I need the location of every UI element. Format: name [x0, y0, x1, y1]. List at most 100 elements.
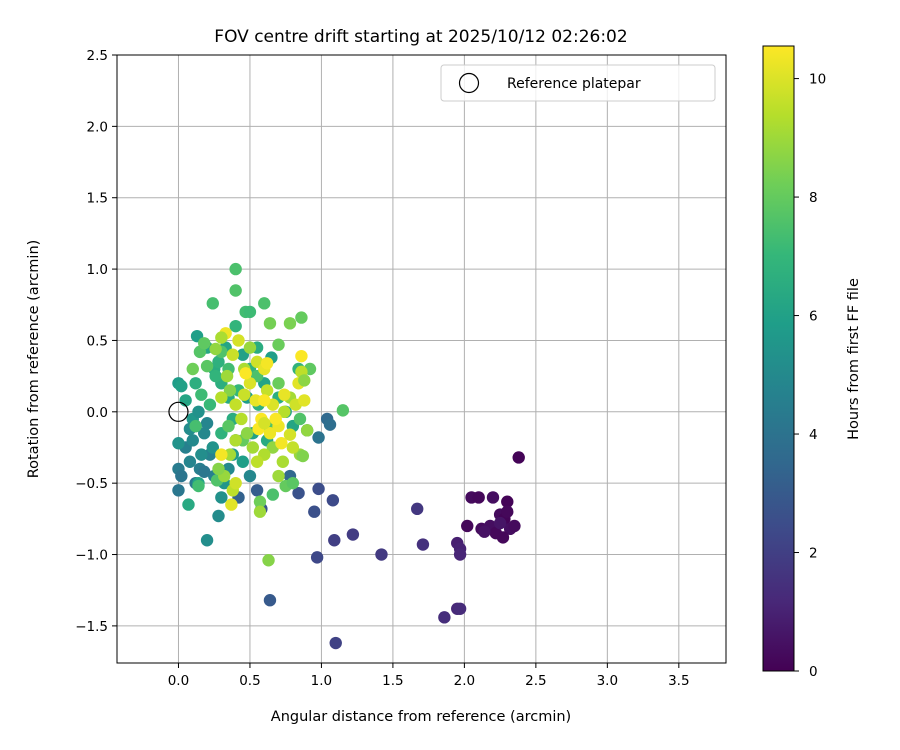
data-point [260, 384, 274, 397]
data-point [195, 388, 208, 401]
colorbar-gradient [763, 46, 794, 671]
data-point [195, 448, 208, 461]
data-point [250, 455, 264, 468]
data-point [276, 455, 290, 468]
data-point [375, 548, 388, 561]
y-axis-ticks: −1.5 −1.0 −0.5 0.0 0.5 1.0 1.5 2.0 2.5 [75, 48, 117, 635]
data-point [310, 551, 324, 564]
data-point [236, 455, 250, 468]
data-point [263, 594, 277, 607]
data-point [295, 349, 308, 363]
data-point [212, 509, 225, 523]
y-tick-label: 0.5 [87, 333, 108, 349]
x-tick-label: 3.0 [597, 673, 618, 689]
data-point [253, 495, 267, 508]
data-point [438, 611, 451, 624]
data-point [258, 297, 271, 310]
data-point [192, 479, 205, 493]
colorbar-tick-label: 6 [809, 309, 818, 325]
plot-area: 0.0 0.5 1.0 1.5 2.0 2.5 3.0 3.5 −1.5 −1.0 −0.5 0.0… [75, 48, 727, 689]
legend-label: Reference platepar [507, 76, 641, 92]
data-point [229, 262, 242, 276]
data-point [296, 449, 310, 463]
data-point [501, 505, 514, 518]
data-point [240, 427, 254, 440]
data-point [275, 437, 288, 450]
y-axis-label: Rotation from reference (arcmin) [26, 240, 42, 479]
data-point [453, 548, 467, 561]
colorbar-frame [762, 45, 795, 672]
colorbar-tick-label: 4 [809, 427, 818, 443]
data-point [269, 412, 282, 426]
data-point [243, 305, 257, 319]
data-point [453, 602, 467, 615]
data-point [258, 417, 271, 430]
data-point [250, 484, 264, 497]
data-point [223, 384, 237, 397]
data-point [209, 369, 222, 383]
data-point [198, 337, 211, 350]
data-point [229, 398, 242, 411]
data-point [493, 516, 507, 530]
y-tick-label: −0.5 [75, 476, 108, 492]
data-point [312, 482, 325, 496]
data-point [249, 394, 262, 407]
data-point [189, 419, 202, 433]
data-point [183, 455, 197, 468]
data-point [323, 418, 337, 431]
data-point [286, 476, 300, 490]
data-point [298, 394, 311, 407]
data-point [186, 362, 199, 376]
data-point [232, 334, 245, 347]
y-tick-label: −1.5 [75, 619, 108, 635]
data-point [461, 519, 474, 533]
data-point [238, 388, 251, 401]
data-point [272, 338, 285, 351]
data-point [175, 469, 188, 483]
x-tick-label: 1.0 [311, 673, 332, 689]
data-point [203, 398, 217, 411]
data-point [215, 491, 228, 504]
data-point [246, 441, 260, 454]
data-point [200, 534, 214, 547]
data-point [512, 451, 525, 464]
data-point [312, 431, 325, 444]
colorbar-ticks: 0 2 4 6 8 10 [794, 72, 826, 680]
data-point [243, 377, 257, 390]
data-point [263, 317, 277, 330]
plot-frame [116, 54, 727, 664]
data-point [209, 342, 222, 356]
data-point [239, 367, 252, 380]
colorbar-tick-label: 0 [809, 664, 818, 680]
data-point [346, 528, 360, 541]
y-tick-label: 1.5 [87, 191, 108, 207]
x-tick-label: 0.0 [168, 673, 189, 689]
data-point [215, 448, 228, 461]
grid [117, 54, 726, 663]
data-point [411, 502, 424, 516]
data-point [496, 531, 510, 544]
chart-title: FOV centre drift starting at 2025/10/12 … [214, 27, 627, 47]
data-point [229, 319, 242, 333]
x-axis-ticks: 0.0 0.5 1.0 1.5 2.0 2.5 3.0 3.5 [168, 663, 690, 689]
data-point [298, 374, 311, 387]
data-point [416, 538, 430, 551]
data-point [300, 424, 314, 437]
data-point [206, 441, 219, 454]
y-tick-label: 2.0 [87, 119, 108, 135]
data-point [295, 311, 308, 324]
data-point [198, 427, 211, 440]
data-point [262, 554, 275, 567]
data-point [329, 636, 342, 650]
data-point [336, 404, 350, 417]
data-point [220, 369, 234, 383]
data-point [278, 405, 291, 419]
data-point [272, 469, 285, 483]
data-point [206, 297, 219, 310]
data-point [472, 491, 485, 504]
data-point [229, 476, 242, 490]
data-point [266, 488, 280, 501]
colorbar-tick-label: 10 [809, 72, 826, 88]
data-point [175, 379, 188, 393]
data-point [189, 377, 202, 390]
